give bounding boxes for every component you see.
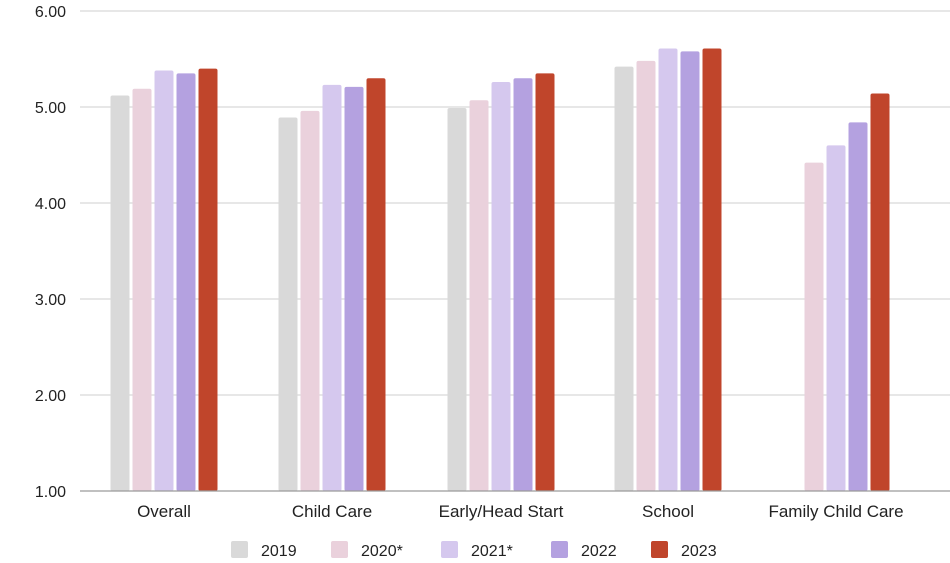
legend-label: 2023 bbox=[681, 543, 717, 560]
bar-family-child-care-2020 bbox=[804, 162, 824, 491]
bar-overall-2019 bbox=[110, 95, 130, 491]
bar-overall-2021 bbox=[154, 70, 174, 492]
bar-early-head-start-2023 bbox=[535, 73, 555, 492]
legend-swatch bbox=[551, 541, 568, 558]
legend-label: 2019 bbox=[261, 543, 297, 560]
x-category-label: Family Child Care bbox=[768, 502, 903, 521]
bars bbox=[110, 48, 890, 492]
bar-child-care-2022 bbox=[344, 86, 364, 491]
y-tick-label: 6.00 bbox=[35, 4, 66, 21]
bar-school-2022 bbox=[680, 51, 700, 491]
bar-early-head-start-2021 bbox=[491, 82, 511, 491]
bar-school-2019 bbox=[614, 66, 634, 492]
x-category-label: Child Care bbox=[292, 502, 372, 521]
legend-label: 2020* bbox=[361, 543, 403, 560]
bar-early-head-start-2022 bbox=[513, 78, 533, 491]
legend-swatch bbox=[331, 541, 348, 558]
legend-swatch bbox=[441, 541, 458, 558]
bar-school-2021 bbox=[658, 48, 678, 491]
x-category-label: Early/Head Start bbox=[439, 502, 564, 521]
bar-early-head-start-2019 bbox=[447, 107, 467, 492]
bar-child-care-2020 bbox=[300, 110, 320, 491]
bar-family-child-care-2023 bbox=[870, 93, 890, 491]
bar-family-child-care-2021 bbox=[826, 145, 846, 491]
bar-child-care-2019 bbox=[278, 117, 298, 491]
bar-overall-2022 bbox=[176, 73, 196, 492]
bar-child-care-2023 bbox=[366, 78, 386, 491]
y-axis-tick-labels: 1.00 2.00 3.00 4.00 5.00 6.00 bbox=[35, 4, 66, 501]
bar-school-2023 bbox=[702, 48, 722, 491]
legend-label: 2021* bbox=[471, 543, 513, 560]
bar-child-care-2021 bbox=[322, 84, 342, 492]
x-axis-category-labels: Overall Child Care Early/Head Start School F… bbox=[137, 502, 903, 521]
y-tick-label: 4.00 bbox=[35, 196, 66, 213]
legend: 2019 2020* 2021* 2022 2023 bbox=[231, 541, 717, 560]
bar-early-head-start-2020 bbox=[469, 100, 489, 491]
x-category-label: School bbox=[642, 502, 694, 521]
y-tick-label: 1.00 bbox=[35, 484, 66, 501]
x-category-label: Overall bbox=[137, 502, 191, 521]
bar-school-2020 bbox=[636, 60, 656, 492]
legend-swatch bbox=[651, 541, 668, 558]
bar-overall-2020 bbox=[132, 88, 152, 491]
y-tick-label: 2.00 bbox=[35, 388, 66, 405]
legend-swatch bbox=[231, 541, 248, 558]
y-tick-label: 5.00 bbox=[35, 100, 66, 117]
y-tick-label: 3.00 bbox=[35, 292, 66, 309]
bar-family-child-care-2022 bbox=[848, 122, 868, 492]
bar-overall-2023 bbox=[198, 68, 218, 491]
legend-label: 2022 bbox=[581, 543, 617, 560]
